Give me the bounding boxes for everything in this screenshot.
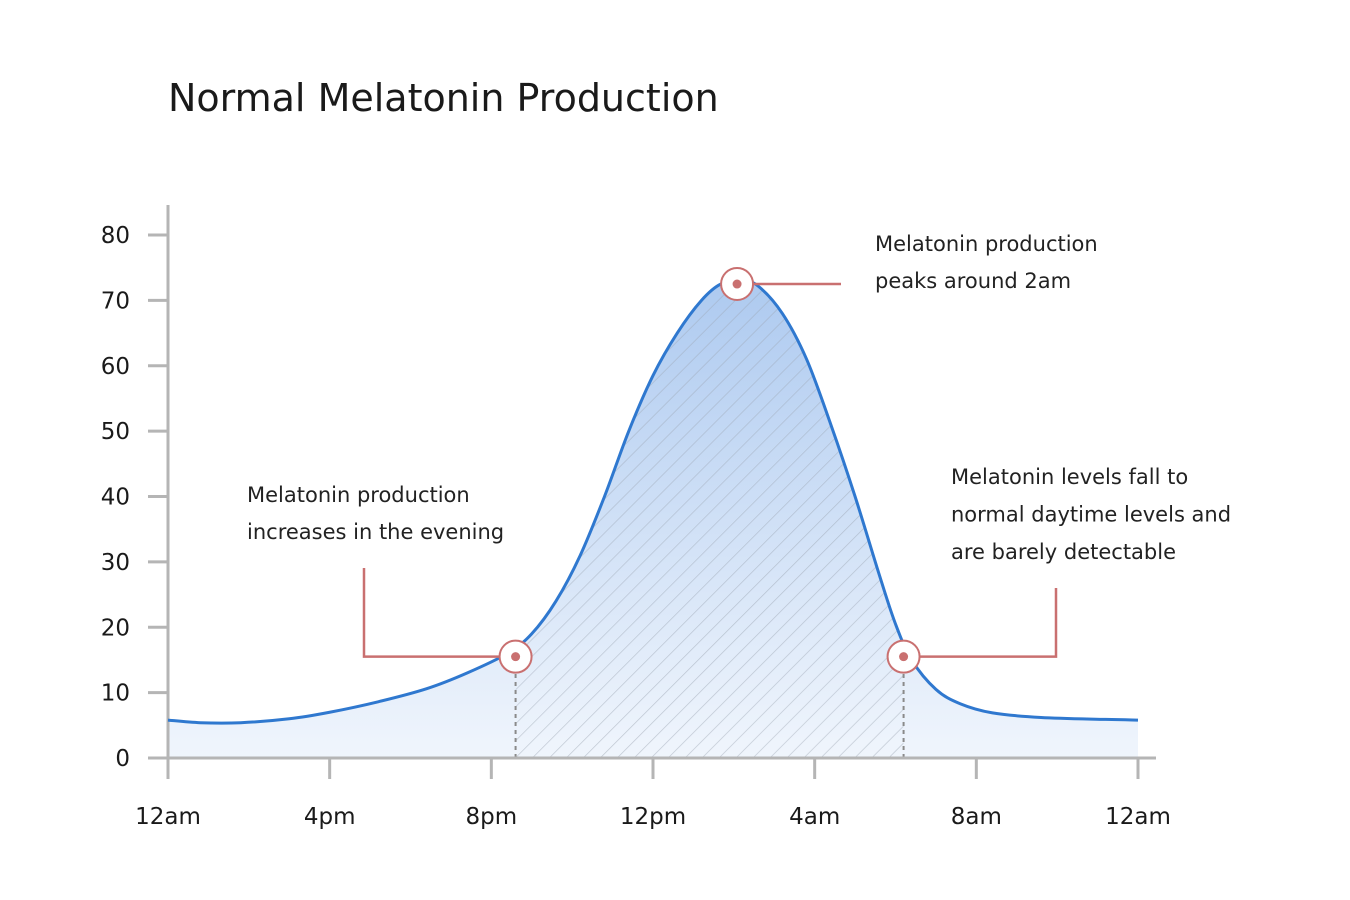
y-tick-label: 50 bbox=[101, 419, 130, 445]
y-tick-label: 20 bbox=[101, 615, 130, 641]
x-tick-label: 12am bbox=[135, 804, 201, 830]
annotation-leader-line bbox=[919, 588, 1058, 658]
x-tick-label: 12pm bbox=[620, 804, 686, 830]
y-tick-label: 40 bbox=[101, 485, 130, 511]
x-tick-label: 8pm bbox=[466, 804, 518, 830]
y-tick-label: 30 bbox=[101, 550, 130, 576]
axes: 0 10 20 30 40 50 60 70 80 12am 4pm 8pm 12pm 4am 8am 12a… bbox=[101, 205, 1171, 830]
annotation-leader-line bbox=[362, 568, 500, 658]
x-tick-label: 12am bbox=[1105, 804, 1171, 830]
y-tick-label: 10 bbox=[101, 681, 130, 707]
y-tick-label: 80 bbox=[101, 223, 130, 249]
series-layer bbox=[167, 279, 1139, 725]
x-tick-label: 4pm bbox=[304, 804, 356, 830]
y-tick-label: 0 bbox=[115, 746, 130, 772]
y-tick-label: 60 bbox=[101, 354, 130, 380]
annotation-marker bbox=[720, 267, 755, 302]
annotation-marker bbox=[498, 639, 533, 674]
annotation-text: Melatonin production peaks around 2am bbox=[875, 232, 1098, 293]
annotation-marker bbox=[886, 639, 921, 674]
x-tick-label: 8am bbox=[951, 804, 1002, 830]
chart-title: Normal Melatonin Production bbox=[168, 76, 719, 120]
series-line bbox=[167, 279, 1139, 725]
annotation-text: Melatonin levels fall to normal daytime l… bbox=[951, 465, 1231, 564]
x-tick-label: 4am bbox=[789, 804, 840, 830]
annotations: Melatonin production increases in the eve… bbox=[247, 232, 1231, 674]
annotation-text: Melatonin production increases in the eve… bbox=[247, 483, 504, 544]
y-tick-label: 70 bbox=[101, 288, 130, 314]
